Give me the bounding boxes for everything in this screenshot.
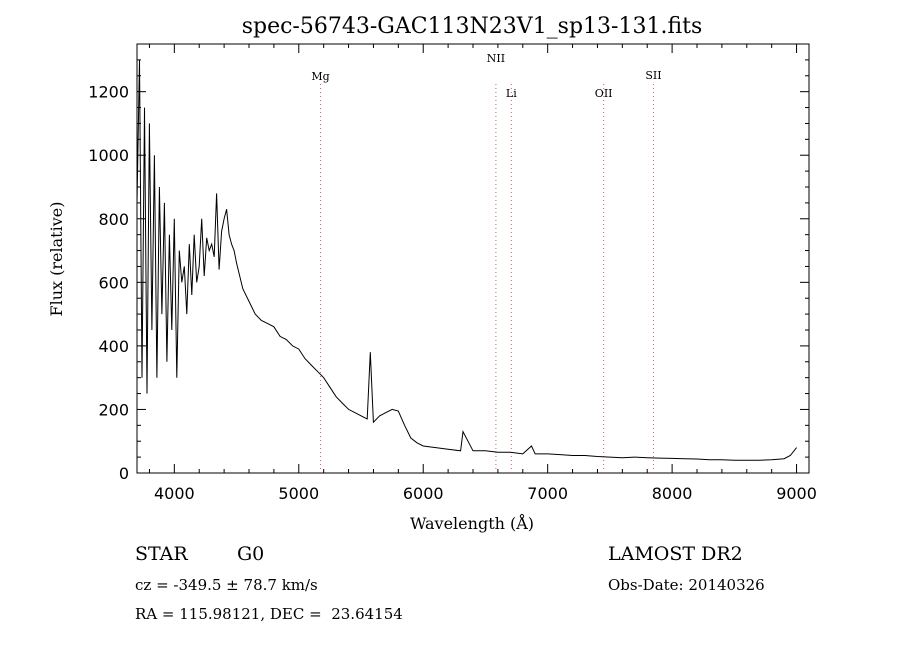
survey-name: LAMOST DR2 [608, 543, 743, 565]
series-layer [136, 59, 797, 461]
obs-date: Obs-Date: 20140326 [608, 576, 765, 594]
object-class: STAR [135, 543, 188, 565]
x-tick-label: 7000 [527, 484, 568, 503]
y-tick-label: 0 [119, 464, 129, 483]
line-marker-label: OII [595, 87, 613, 100]
spectrum-line [136, 59, 797, 461]
y-tick-label: 600 [98, 273, 129, 292]
chart-title: spec-56743-GAC113N23V1_sp13-131.fits [242, 14, 703, 39]
line-marker-label: Li [506, 87, 517, 100]
line-marker-label: NII [487, 52, 505, 65]
axis-layer: 4000 5000 6000 7000 8000 9000 0 200 400 600 800 100… [88, 44, 817, 503]
velocity-text: cz = -349.5 ± 78.7 km/s [135, 576, 318, 594]
line-marker-layer: Mg NII Li OII SII [311, 52, 662, 473]
y-tick-label: 1200 [88, 83, 129, 102]
coordinates-text: RA = 115.98121, DEC = 23.64154 [135, 605, 403, 623]
y-axis-label: Flux (relative) [47, 202, 66, 317]
x-tick-label: 9000 [776, 484, 817, 503]
plot-frame [136, 43, 810, 474]
x-tick-label: 4000 [154, 484, 195, 503]
y-tick-label: 800 [98, 210, 129, 229]
line-marker-label: SII [645, 69, 661, 82]
line-marker-label: Mg [311, 70, 329, 83]
x-tick-label: 6000 [403, 484, 444, 503]
x-tick-label: 5000 [278, 484, 319, 503]
y-tick-label: 1000 [88, 146, 129, 165]
x-axis-label: Wavelength (Å) [410, 513, 534, 533]
object-subclass: G0 [237, 543, 265, 565]
y-tick-label: 200 [98, 400, 129, 419]
x-tick-label: 8000 [652, 484, 693, 503]
y-tick-label: 400 [98, 337, 129, 356]
